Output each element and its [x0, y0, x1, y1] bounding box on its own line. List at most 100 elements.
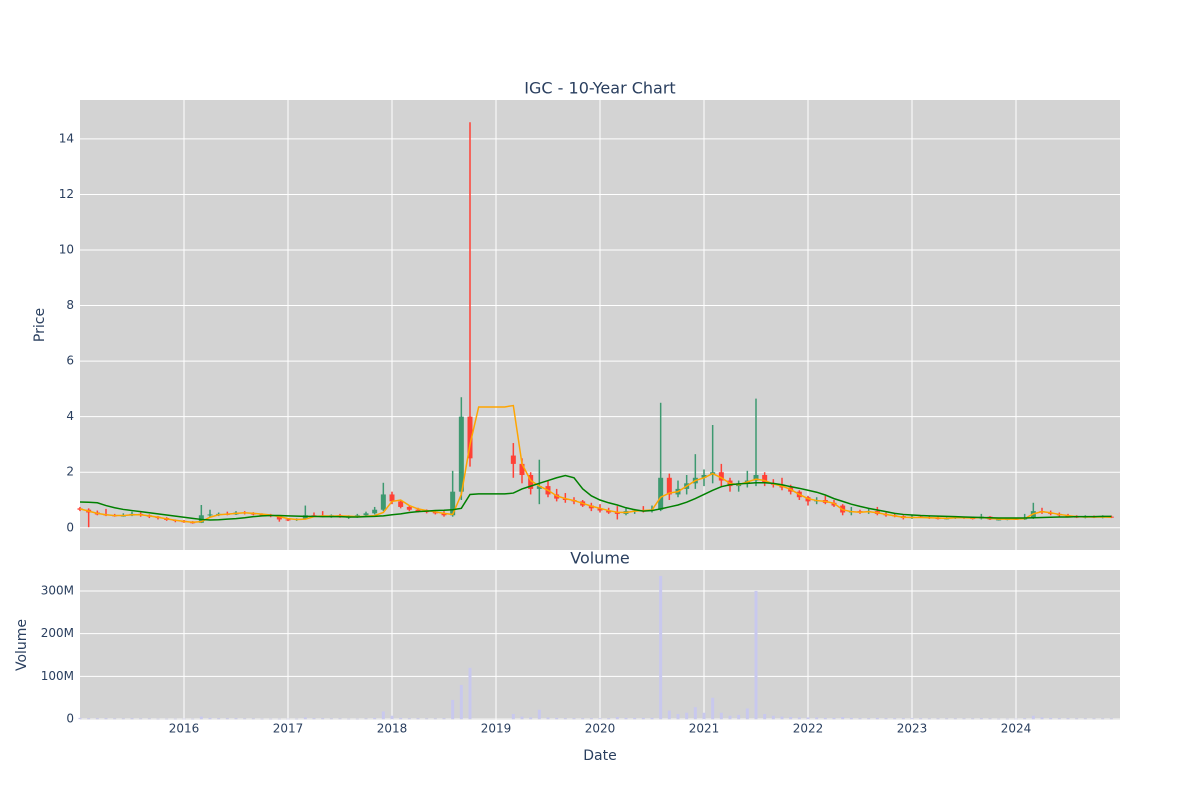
volume-bar — [390, 715, 394, 720]
volume-bar — [537, 709, 541, 720]
volume-bar — [789, 717, 793, 720]
volume-bar — [823, 717, 827, 720]
candle-body — [701, 475, 707, 478]
volume-bar — [1014, 718, 1018, 720]
candle-body — [762, 475, 768, 484]
volume-bar — [702, 712, 706, 720]
volume-bar — [407, 718, 411, 720]
x-tick-label: 2023 — [897, 722, 928, 736]
candle-body — [597, 508, 603, 511]
volume-bar — [945, 718, 949, 720]
volume-bar — [754, 590, 758, 720]
volume-bar — [295, 718, 299, 720]
volume-bar — [884, 718, 888, 720]
candle-body — [372, 509, 378, 514]
candle-body — [441, 513, 447, 516]
volume-bar — [121, 718, 125, 720]
y-axis-label: Volume — [14, 619, 30, 671]
volume-bar — [303, 717, 307, 720]
volume-bar — [1109, 718, 1113, 720]
y-tick-label: 4 — [66, 409, 74, 423]
volume-bar — [416, 718, 420, 720]
y-tick-label: 6 — [66, 354, 74, 368]
volume-bar — [685, 712, 689, 720]
moving-average-line — [79, 404, 1112, 523]
volume-bar — [633, 717, 637, 720]
x-tick-label: 2022 — [793, 722, 824, 736]
volume-bar — [468, 667, 472, 720]
volume-bar — [78, 717, 82, 720]
volume-bar — [797, 717, 801, 720]
volume-bar — [676, 714, 680, 720]
candle-body — [467, 416, 473, 459]
volume-bar — [936, 718, 940, 720]
volume-bar — [165, 718, 169, 720]
volume-bar — [763, 714, 767, 720]
volume-bar — [997, 718, 1001, 720]
volume-bar — [563, 718, 567, 720]
candle-body — [718, 472, 724, 481]
x-axis-label: Date — [583, 748, 616, 764]
volume-bar — [615, 717, 619, 720]
volume-bar — [225, 718, 229, 720]
candle-body — [753, 475, 759, 481]
volume-bar — [173, 718, 177, 720]
volume-bar — [182, 718, 186, 720]
x-tick-label: 2016 — [169, 722, 200, 736]
volume-bar — [338, 718, 342, 720]
volume-bar — [771, 715, 775, 720]
volume-bar — [286, 718, 290, 720]
volume-bar — [147, 718, 151, 720]
volume-bar — [381, 711, 385, 720]
volume-bar — [329, 718, 333, 720]
volume-bar — [598, 718, 602, 720]
volume-bar — [355, 718, 359, 720]
volume-bar — [745, 708, 749, 720]
volume-bar — [901, 718, 905, 720]
volume-bar — [87, 718, 91, 720]
volume-bar — [243, 718, 247, 720]
volume-bar — [277, 718, 281, 720]
y-tick-label: 300M — [41, 583, 74, 597]
volume-bar — [728, 715, 732, 720]
volume-bar — [312, 718, 316, 720]
candle-body — [450, 491, 456, 516]
x-tick-label: 2024 — [1001, 722, 1032, 736]
candle-body — [1108, 516, 1114, 518]
volume-bar — [451, 699, 455, 720]
y-tick-label: 12 — [59, 187, 74, 201]
y-tick-label: 14 — [59, 131, 74, 145]
volume-bar — [581, 718, 585, 720]
volume-bar — [737, 714, 741, 720]
volume-bar — [893, 718, 897, 720]
volume-bar — [113, 718, 117, 720]
candle-body — [458, 416, 464, 492]
volume-bar — [832, 717, 836, 720]
volume-bar — [607, 718, 611, 720]
volume-bar — [858, 718, 862, 720]
volume-bar — [347, 718, 351, 720]
volume-bar — [667, 710, 671, 720]
volume-bar — [156, 718, 160, 720]
candle-body — [207, 514, 213, 516]
candle-body — [528, 475, 534, 489]
volume-bar — [130, 718, 134, 720]
volume-bar — [1023, 718, 1027, 720]
volume-bar — [104, 718, 108, 720]
candle-body — [614, 512, 620, 514]
candle-body — [259, 514, 265, 516]
volume-bar — [927, 718, 931, 720]
volume-bar — [867, 718, 871, 720]
candle-body — [398, 501, 404, 507]
volume-bar — [641, 717, 645, 720]
volume-bar — [555, 717, 559, 720]
volume-bar — [875, 717, 879, 720]
y-tick-label: 8 — [66, 298, 74, 312]
candle-body — [363, 513, 369, 516]
candle-body — [996, 519, 1002, 521]
volume-bar — [1101, 718, 1105, 720]
volume-bar — [208, 717, 212, 720]
volume-bar — [399, 717, 403, 720]
